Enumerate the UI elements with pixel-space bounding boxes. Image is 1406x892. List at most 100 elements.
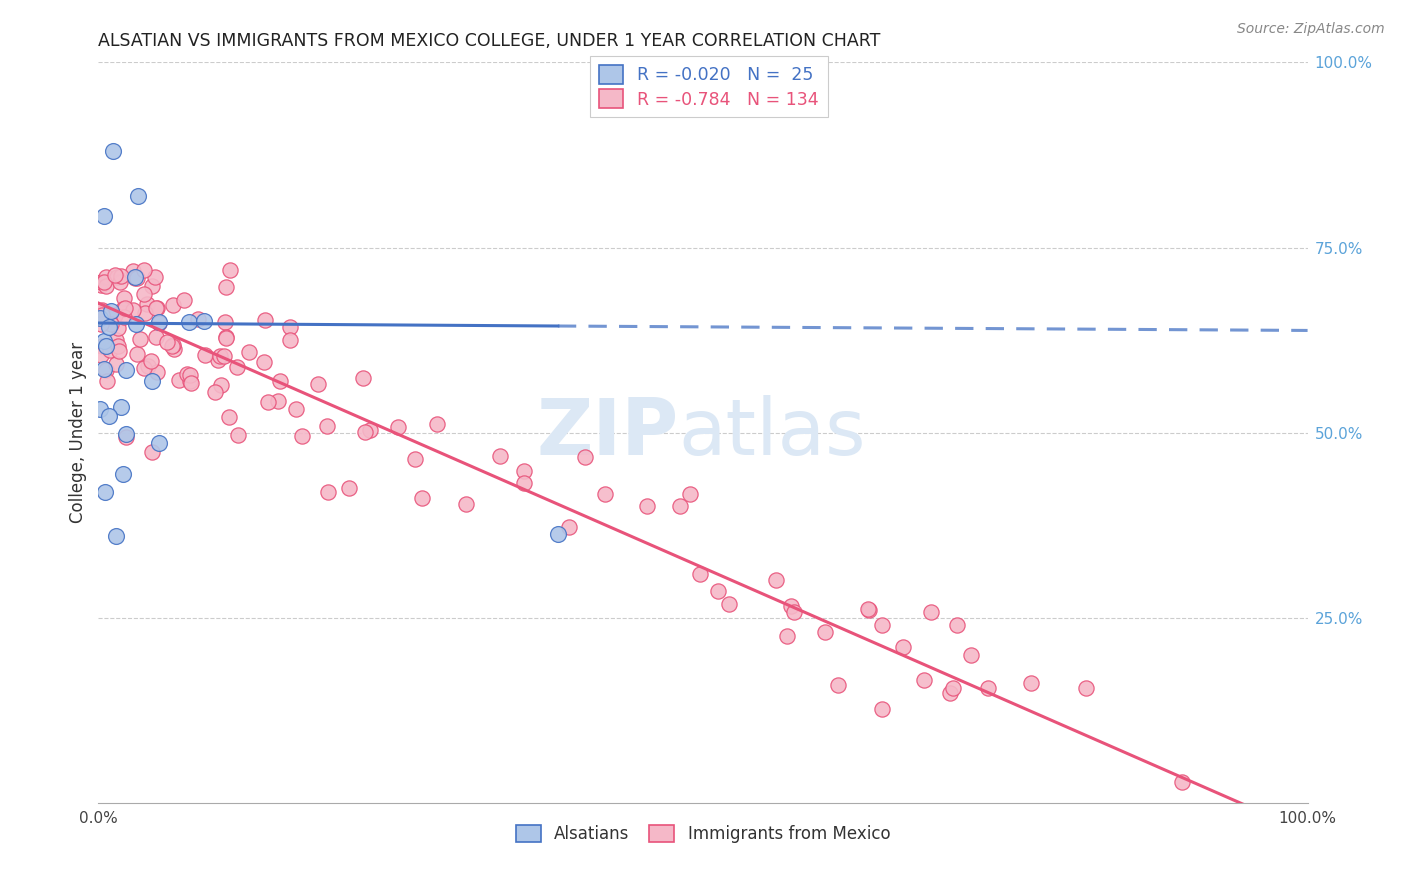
Point	[942, 681, 965, 696]
Point	[160, 338, 183, 352]
Point	[636, 499, 658, 513]
Text: ZIP: ZIP	[537, 394, 679, 471]
Point	[146, 301, 169, 315]
Point	[162, 338, 184, 352]
Point	[141, 374, 163, 388]
Point	[148, 316, 170, 330]
Point	[254, 313, 277, 327]
Point	[257, 395, 280, 409]
Point	[780, 599, 803, 613]
Point	[214, 315, 236, 329]
Point	[162, 298, 184, 312]
Point	[411, 491, 433, 506]
Point	[148, 315, 170, 329]
Point	[145, 301, 167, 315]
Point	[266, 394, 288, 409]
Point	[104, 308, 127, 322]
Point	[1074, 681, 1097, 695]
Point	[93, 362, 115, 376]
Point	[89, 401, 111, 416]
Point	[946, 618, 969, 632]
Point	[858, 602, 880, 616]
Point	[121, 264, 143, 278]
Point	[132, 263, 155, 277]
Point	[284, 402, 307, 417]
Point	[107, 343, 129, 358]
Point	[179, 374, 201, 388]
Point	[141, 279, 163, 293]
Point	[93, 209, 115, 223]
Point	[920, 605, 942, 619]
Point	[93, 484, 115, 499]
Point	[112, 292, 135, 306]
Point	[212, 349, 235, 363]
Point	[105, 269, 128, 284]
Point	[141, 445, 163, 459]
Point	[91, 309, 114, 323]
Point	[108, 275, 131, 289]
Point	[90, 339, 112, 353]
Point	[101, 145, 124, 159]
Point	[187, 312, 209, 326]
Point	[426, 417, 449, 431]
Point	[93, 334, 115, 348]
Legend: Alsatians, Immigrants from Mexico: Alsatians, Immigrants from Mexico	[509, 819, 897, 850]
Point	[98, 311, 121, 326]
Point	[209, 378, 232, 392]
Point	[488, 449, 510, 463]
Point	[136, 359, 159, 373]
Point	[107, 339, 129, 353]
Point	[278, 320, 301, 334]
Point	[179, 368, 201, 383]
Point	[194, 348, 217, 362]
Point	[127, 188, 149, 202]
Point	[121, 302, 143, 317]
Point	[94, 363, 117, 377]
Point	[1019, 676, 1042, 690]
Point	[718, 597, 741, 611]
Point	[827, 677, 849, 691]
Point	[90, 277, 112, 292]
Point	[454, 497, 477, 511]
Point	[856, 602, 879, 616]
Point	[269, 374, 291, 388]
Point	[143, 270, 166, 285]
Point	[404, 451, 426, 466]
Point	[134, 361, 156, 376]
Point	[707, 583, 730, 598]
Point	[169, 373, 191, 387]
Point	[93, 305, 115, 319]
Point	[104, 268, 127, 282]
Point	[145, 365, 167, 379]
Point	[180, 376, 202, 390]
Point	[104, 529, 127, 543]
Point	[104, 357, 127, 371]
Point	[209, 349, 232, 363]
Text: Source: ZipAtlas.com: Source: ZipAtlas.com	[1237, 22, 1385, 37]
Point	[891, 640, 914, 655]
Point	[214, 330, 236, 344]
Point	[115, 363, 138, 377]
Point	[96, 374, 118, 388]
Text: atlas: atlas	[679, 394, 866, 471]
Point	[90, 275, 112, 289]
Point	[179, 315, 201, 329]
Point	[387, 419, 409, 434]
Point	[574, 450, 596, 465]
Point	[219, 262, 242, 277]
Point	[176, 368, 198, 382]
Point	[318, 484, 340, 499]
Point	[215, 331, 238, 345]
Point	[114, 301, 136, 315]
Point	[775, 630, 797, 644]
Point	[100, 304, 122, 318]
Point	[814, 624, 837, 639]
Point	[100, 343, 122, 357]
Point	[1171, 775, 1194, 789]
Point	[359, 423, 381, 437]
Point	[89, 311, 111, 326]
Point	[111, 467, 134, 481]
Point	[870, 617, 893, 632]
Point	[110, 268, 132, 283]
Point	[193, 314, 215, 328]
